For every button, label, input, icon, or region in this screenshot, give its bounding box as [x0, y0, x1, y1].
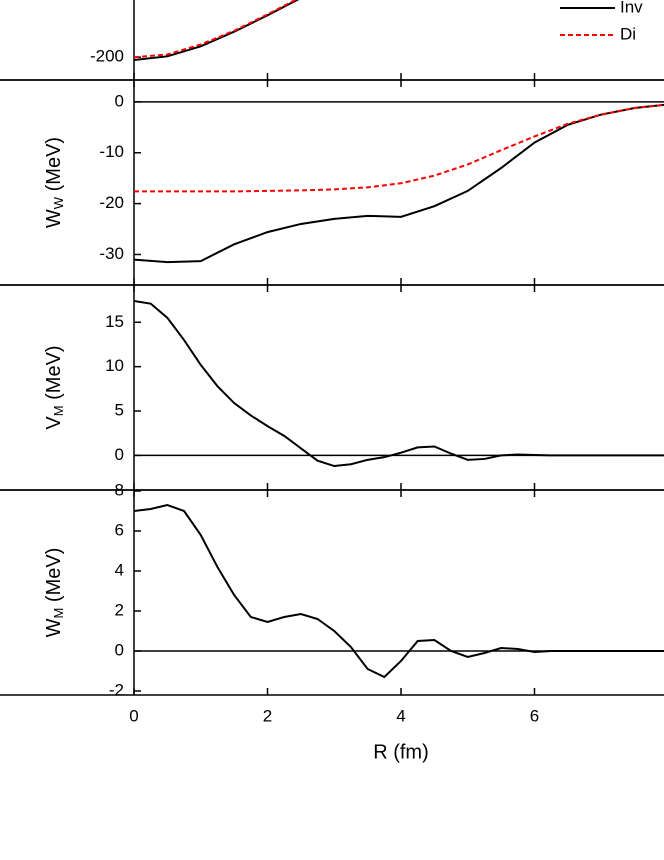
- y-axis-title-main: V: [43, 416, 65, 430]
- x-tick-label: 6: [530, 706, 539, 725]
- y-axis-title-sub: W: [51, 196, 66, 209]
- y-tick-label: 0: [115, 640, 124, 659]
- y-tick-label: 15: [105, 312, 124, 331]
- y-axis-title-unit: (MeV): [43, 137, 65, 191]
- x-axis-title: R (fm): [373, 741, 429, 763]
- line-series: [134, 0, 298, 59]
- y-axis-title-main: W: [43, 209, 65, 228]
- line-series: [134, 299, 664, 468]
- y-axis-title-main: W: [43, 618, 65, 637]
- legend-label: Di: [620, 24, 636, 43]
- y-tick-label: 6: [115, 520, 124, 539]
- y-tick-label: -200: [90, 47, 124, 66]
- x-tick-label: 4: [396, 706, 405, 725]
- y-tick-label: -20: [99, 193, 124, 212]
- x-tick-label: 2: [263, 706, 272, 725]
- y-tick-label: 10: [105, 356, 124, 375]
- y-axis-title-unit: (MeV): [43, 345, 65, 399]
- legend-label: Inv: [620, 0, 643, 16]
- y-tick-label: -30: [99, 244, 124, 263]
- y-tick-label: 4: [115, 560, 124, 579]
- y-tick-label: 0: [115, 91, 124, 110]
- y-tick-label: 8: [115, 480, 124, 499]
- line-series: [134, 503, 664, 679]
- y-tick-label: -2: [109, 680, 124, 699]
- y-axis-title-sub: M: [51, 405, 66, 416]
- y-tick-label: 2: [115, 600, 124, 619]
- x-tick-label: 0: [129, 706, 138, 725]
- line-series: [134, 103, 664, 193]
- y-axis-title: VM (MeV): [43, 345, 66, 429]
- y-axis-title-sub: M: [51, 608, 66, 619]
- y-tick-label: -10: [99, 142, 124, 161]
- y-tick-label: 0: [115, 445, 124, 464]
- y-axis-title: WM (MeV): [43, 548, 66, 638]
- y-axis-title-unit: (MeV): [43, 548, 65, 602]
- line-series: [134, 0, 300, 61]
- y-axis-title: WW (MeV): [43, 137, 66, 228]
- y-tick-label: 5: [115, 401, 124, 420]
